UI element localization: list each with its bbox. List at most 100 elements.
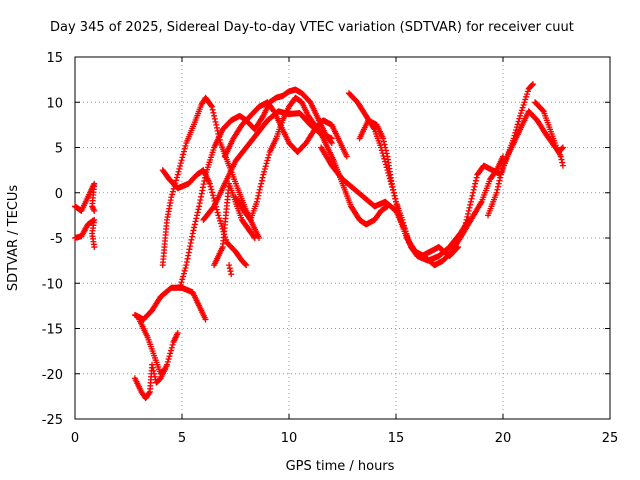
data-point: [182, 264, 189, 271]
data-point: [176, 284, 183, 291]
data-point: [497, 174, 504, 181]
data-point: [466, 204, 473, 211]
data-point: [390, 189, 397, 196]
x-tick-label: 20: [495, 431, 512, 446]
data-point: [399, 216, 406, 223]
data-point: [471, 183, 478, 190]
data-point: [388, 180, 395, 187]
data-point: [522, 96, 529, 103]
y-tick-label: -15: [42, 323, 63, 338]
data-point: [391, 192, 398, 199]
data-point: [523, 93, 530, 100]
data-point: [194, 209, 201, 216]
data-point: [259, 174, 266, 181]
data-point: [206, 180, 213, 187]
data-point: [215, 212, 222, 219]
data-point: [473, 174, 480, 181]
data-point: [217, 220, 224, 227]
data-point: [461, 225, 468, 232]
x-tick-label: 10: [281, 431, 298, 446]
data-point: [559, 159, 566, 166]
data-point: [189, 230, 196, 237]
series-arc-b: [72, 216, 98, 251]
data-point: [343, 153, 350, 160]
data-point: [166, 353, 173, 360]
data-point: [496, 177, 503, 184]
data-point: [256, 186, 263, 193]
data-point: [151, 370, 158, 377]
data-point: [405, 236, 412, 243]
y-axis-label: SDTVAR / TECUs: [6, 185, 21, 292]
data-point: [193, 215, 200, 222]
data-point: [146, 389, 153, 396]
data-point: [177, 160, 184, 167]
y-tick-label: -5: [50, 232, 63, 247]
data-point: [169, 191, 176, 198]
series-arc-m: [232, 94, 391, 228]
data-point: [177, 163, 184, 170]
data-point: [257, 183, 264, 190]
data-point: [216, 215, 223, 222]
data-point: [212, 118, 219, 125]
series-arc-c: [131, 284, 209, 323]
data-point: [180, 270, 187, 277]
data-point: [521, 99, 528, 106]
data-point: [213, 121, 220, 128]
data-point: [402, 228, 409, 235]
data-point: [211, 115, 218, 122]
data-point: [468, 195, 475, 202]
ticks: 0 5 10 15 20 25 -25 -20 -15 -10 -5 0 5 10 15: [42, 51, 619, 446]
data-point: [462, 222, 469, 229]
data-point: [463, 216, 470, 223]
data-point: [381, 141, 388, 148]
data-point: [400, 219, 407, 226]
data-point: [150, 367, 157, 374]
data-point: [191, 221, 198, 228]
data-point: [381, 155, 388, 162]
data-point: [181, 267, 188, 274]
data-point: [467, 198, 474, 205]
data-point: [195, 206, 202, 213]
data-point: [258, 177, 265, 184]
data-point: [559, 145, 566, 152]
data-point: [169, 341, 176, 348]
data-point: [174, 330, 181, 337]
data-point: [256, 189, 263, 196]
data-point: [208, 102, 215, 109]
data-point: [495, 180, 502, 187]
data-point: [495, 183, 502, 190]
data-point: [470, 189, 477, 196]
data-point: [190, 227, 197, 234]
data-point: [520, 101, 527, 108]
data-point: [251, 235, 258, 241]
data-point: [392, 195, 399, 202]
x-tick-label: 25: [602, 431, 619, 446]
x-tick-label: 15: [388, 431, 405, 446]
data-point: [472, 177, 479, 184]
data-point: [207, 183, 214, 190]
data-point: [383, 147, 390, 154]
data-point: [173, 177, 180, 184]
series-arc-e: [136, 316, 168, 377]
data-point: [401, 222, 408, 229]
data-point: [208, 103, 215, 110]
data-point: [328, 135, 335, 142]
data-point: [91, 207, 98, 214]
data-point: [470, 186, 477, 193]
data-point: [254, 195, 261, 202]
series-arc-s: [532, 99, 566, 169]
data-point: [559, 144, 566, 151]
data-point: [161, 366, 168, 373]
data-point: [169, 188, 176, 195]
data-point: [182, 142, 189, 149]
series-arc-f: [159, 94, 263, 269]
data-point: [497, 171, 504, 178]
series-arc-d: [131, 330, 181, 402]
chart-title: Day 345 of 2025, Sidereal Day-to-day VTE…: [50, 20, 574, 35]
data-point: [558, 156, 565, 163]
data-point: [465, 210, 472, 217]
data-point: [173, 174, 180, 181]
data-point: [557, 153, 564, 160]
series-arc-j: [211, 180, 258, 269]
data-point: [167, 350, 174, 357]
